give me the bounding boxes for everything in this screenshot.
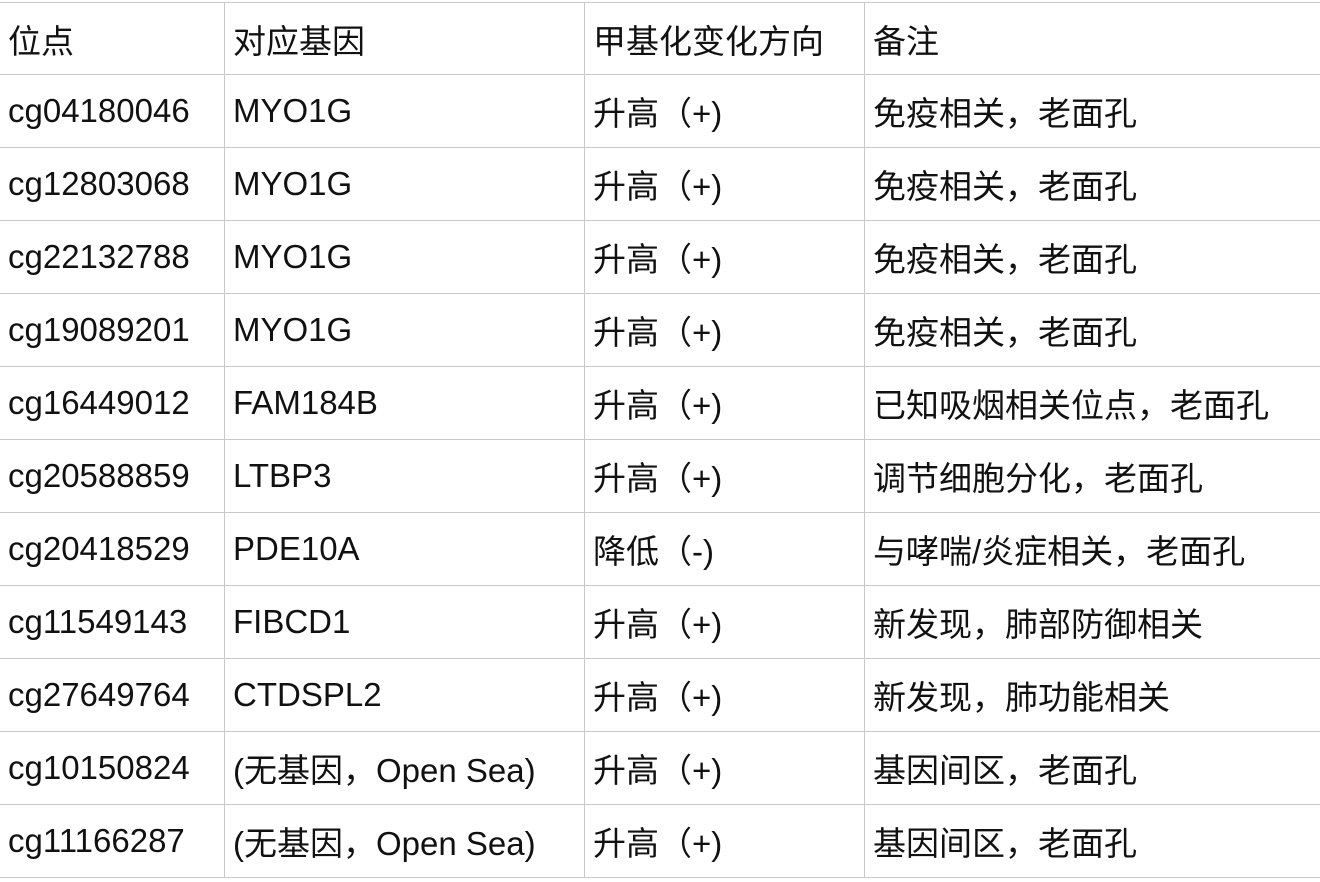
cell-direction: 升高（+) (585, 75, 865, 148)
cell-site: cg11549143 (0, 586, 225, 659)
cell-direction: 升高（+) (585, 659, 865, 732)
cell-gene: MYO1G (225, 294, 585, 367)
cell-site: cg04180046 (0, 75, 225, 148)
cell-site: cg27649764 (0, 659, 225, 732)
cell-notes: 免疫相关，老面孔 (865, 294, 1320, 367)
cell-notes: 基因间区，老面孔 (865, 805, 1320, 878)
cell-notes: 免疫相关，老面孔 (865, 75, 1320, 148)
cell-notes: 新发现，肺功能相关 (865, 659, 1320, 732)
cell-direction: 升高（+) (585, 367, 865, 440)
cell-notes: 已知吸烟相关位点，老面孔 (865, 367, 1320, 440)
table-header-row: 位点 对应基因 甲基化变化方向 备注 (0, 3, 1320, 75)
cell-gene: MYO1G (225, 148, 585, 221)
cell-direction: 升高（+) (585, 148, 865, 221)
table-row: cg11166287(无基因，Open Sea)升高（+)基因间区，老面孔 (0, 805, 1320, 878)
cell-direction: 升高（+) (585, 294, 865, 367)
table-row: cg10150824(无基因，Open Sea)升高（+)基因间区，老面孔 (0, 732, 1320, 805)
header-notes: 备注 (865, 3, 1320, 75)
cell-site: cg10150824 (0, 732, 225, 805)
cell-notes: 与哮喘/炎症相关，老面孔 (865, 513, 1320, 586)
cell-direction: 升高（+) (585, 732, 865, 805)
cell-direction: 升高（+) (585, 221, 865, 294)
cell-gene: MYO1G (225, 75, 585, 148)
cell-site: cg12803068 (0, 148, 225, 221)
cell-gene: CTDSPL2 (225, 659, 585, 732)
cell-gene: FIBCD1 (225, 586, 585, 659)
cell-direction: 升高（+) (585, 440, 865, 513)
cell-site: cg11166287 (0, 805, 225, 878)
header-gene: 对应基因 (225, 3, 585, 75)
cell-gene: MYO1G (225, 221, 585, 294)
cell-site: cg19089201 (0, 294, 225, 367)
cell-notes: 基因间区，老面孔 (865, 732, 1320, 805)
cell-notes: 免疫相关，老面孔 (865, 148, 1320, 221)
cell-site: cg22132788 (0, 221, 225, 294)
cell-gene: PDE10A (225, 513, 585, 586)
cell-notes: 免疫相关，老面孔 (865, 221, 1320, 294)
cell-site: cg16449012 (0, 367, 225, 440)
cell-gene: (无基因，Open Sea) (225, 732, 585, 805)
cell-site: cg20418529 (0, 513, 225, 586)
header-direction: 甲基化变化方向 (585, 3, 865, 75)
cell-gene: LTBP3 (225, 440, 585, 513)
cell-direction: 降低（-) (585, 513, 865, 586)
cell-gene: FAM184B (225, 367, 585, 440)
cell-direction: 升高（+) (585, 805, 865, 878)
cell-site: cg20588859 (0, 440, 225, 513)
cell-notes: 新发现，肺部防御相关 (865, 586, 1320, 659)
cell-direction: 升高（+) (585, 586, 865, 659)
header-site: 位点 (0, 3, 225, 75)
cell-gene: (无基因，Open Sea) (225, 805, 585, 878)
cell-notes: 调节细胞分化，老面孔 (865, 440, 1320, 513)
